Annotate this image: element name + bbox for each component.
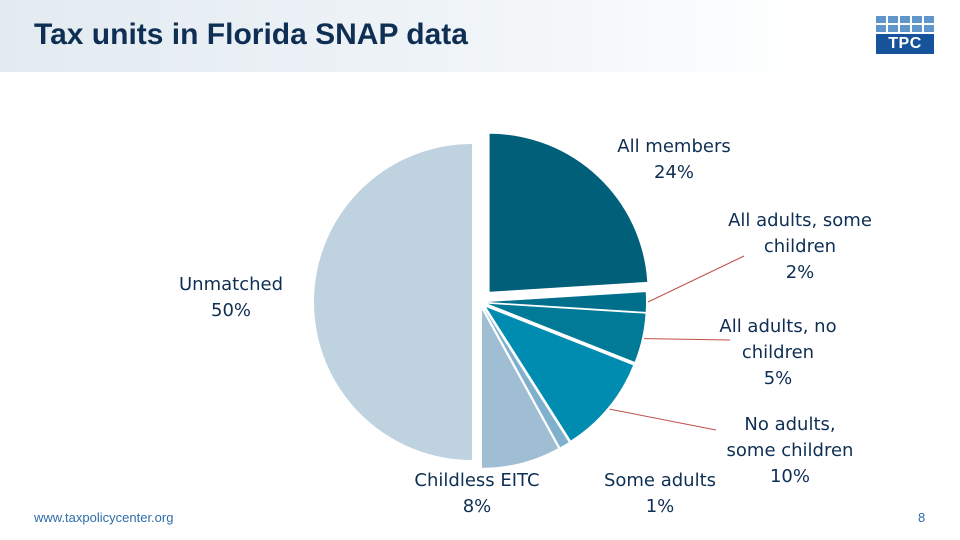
tpc-logo: TPC xyxy=(876,16,934,54)
footer-url[interactable]: www.taxpolicycenter.org xyxy=(34,510,174,525)
slice-label-all-members: All members 24% xyxy=(617,134,730,186)
pie-slice-some-adults xyxy=(484,308,569,448)
pie-slice-all-adults-some-children xyxy=(488,292,647,312)
slice-label-name: All members xyxy=(617,136,731,157)
slice-label-no-adults-some-children: No adults, some children 10% xyxy=(718,412,863,490)
slice-label-value: 2% xyxy=(785,262,815,283)
pie-slice-all-adults-no-children xyxy=(487,303,646,362)
slice-label-name: Some adults xyxy=(603,470,717,491)
slice-label-some-adults: Some adults 1% xyxy=(604,468,716,520)
page-title: Tax units in Florida SNAP data xyxy=(34,18,468,51)
slice-label-all-adults-some-children: All adults, some children 2% xyxy=(720,208,880,286)
slice-label-value: 8% xyxy=(462,496,492,517)
pie-slice-all-members xyxy=(489,133,648,292)
slice-label-name: Childless EITC xyxy=(414,470,540,491)
leader-line xyxy=(647,255,745,303)
slice-label-name: Unmatched xyxy=(178,274,284,295)
slice-label-all-adults-no-children: All adults, no children 5% xyxy=(708,314,848,392)
pie-slice-childless-eitc xyxy=(481,309,559,468)
leader-line xyxy=(643,338,731,341)
slice-label-childless-eitc: Childless EITC 8% xyxy=(414,468,539,520)
slice-label-value: 50% xyxy=(210,300,252,321)
slice-label-value: 5% xyxy=(763,368,793,389)
header-band: Tax units in Florida SNAP data TPC xyxy=(0,0,960,72)
slice-label-value: 24% xyxy=(653,162,694,183)
slice-label-unmatched: Unmatched 50% xyxy=(179,272,283,324)
slice-label-value: 1% xyxy=(645,496,675,517)
pie-slice-no-adults-some-children xyxy=(486,307,634,441)
slice-label-name: No adults, some children xyxy=(726,414,854,461)
page-number: 8 xyxy=(918,510,926,525)
logo-grid xyxy=(876,16,934,32)
slice-label-name: All adults, some children xyxy=(728,210,872,257)
leader-line xyxy=(609,408,717,431)
logo-text: TPC xyxy=(876,34,934,54)
slice-label-name: All adults, no children xyxy=(719,316,837,363)
pie-slice-unmatched xyxy=(314,144,472,460)
slice-label-value: 10% xyxy=(769,466,810,487)
